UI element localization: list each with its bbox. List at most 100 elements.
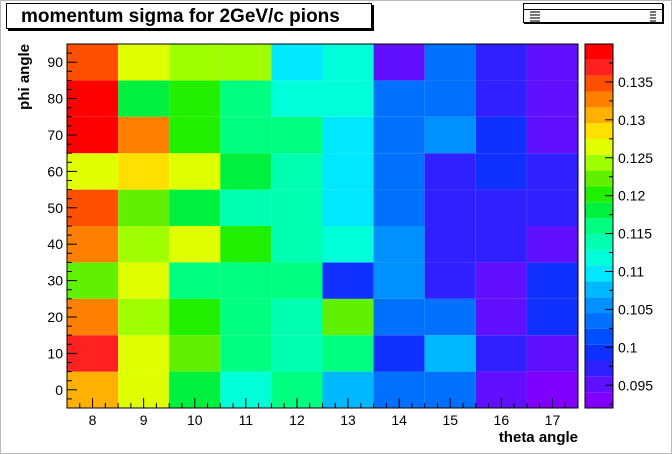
chart-title-box: momentum sigma for 2GeV/c pions xyxy=(6,3,372,29)
heatmap-cell xyxy=(322,262,374,299)
x-tick-label: 16 xyxy=(494,412,510,428)
colorbar-band xyxy=(585,376,613,393)
heatmap-cell xyxy=(322,226,374,263)
y-tick-label: 40 xyxy=(47,236,63,252)
heatmap-cell xyxy=(118,80,170,117)
heatmap-cell xyxy=(118,262,170,299)
colorbar-band xyxy=(585,218,613,234)
heatmap-cell xyxy=(322,189,374,226)
heatmap-cell xyxy=(271,298,323,336)
colorbar-band xyxy=(585,392,613,408)
heatmap-cell xyxy=(475,80,527,117)
x-axis-title: theta angle xyxy=(499,429,578,446)
heatmap-cell xyxy=(526,116,578,154)
x-tick-label: 10 xyxy=(187,412,203,428)
heatmap-cell xyxy=(271,262,323,299)
heatmap-cell xyxy=(475,44,527,81)
heatmap-cell xyxy=(169,335,221,372)
heatmap-cell xyxy=(271,116,323,154)
colorbar-band xyxy=(585,297,613,314)
colorbar-band xyxy=(585,328,613,345)
heatmap-cell xyxy=(526,44,578,81)
colorbar-tick-label: 0.13 xyxy=(618,112,645,128)
heatmap-cell xyxy=(220,298,272,336)
heatmap-cell xyxy=(526,189,578,226)
stats-row xyxy=(530,11,656,14)
y-tick-label: 10 xyxy=(47,345,63,361)
heatmap-cell xyxy=(220,116,272,154)
x-tick-label: 11 xyxy=(239,412,254,428)
heatmap-cell xyxy=(271,153,323,190)
colorbar-band xyxy=(585,107,613,124)
colorbar-tick-label: 0.12 xyxy=(618,188,645,204)
colorbar-band xyxy=(585,170,613,187)
x-tick-label: 15 xyxy=(442,412,458,428)
heatmap-cell xyxy=(118,189,170,226)
heatmap-cell xyxy=(220,262,272,299)
y-tick-label: 20 xyxy=(47,309,63,325)
heatmap-cell xyxy=(169,153,221,190)
heatmap-cell xyxy=(475,335,527,372)
heatmap-cell xyxy=(271,335,323,372)
heatmap-cell xyxy=(322,80,374,117)
heatmap-cell xyxy=(475,298,527,336)
y-tick-label: 90 xyxy=(47,54,63,70)
statistics-box xyxy=(523,3,663,23)
colorbar-band xyxy=(585,138,613,155)
colorbar-tick-label: 0.135 xyxy=(618,74,653,90)
heatmap-cell xyxy=(118,44,170,81)
heatmap-cell xyxy=(373,116,425,154)
heatmap-cell xyxy=(118,298,170,336)
heatmap-cell xyxy=(526,335,578,372)
heatmap-cell xyxy=(424,262,476,299)
heatmap-cell xyxy=(424,298,476,336)
x-tick-label: 13 xyxy=(340,412,356,428)
stats-row xyxy=(530,14,656,17)
heatmap-cell xyxy=(220,153,272,190)
heatmap-cell xyxy=(475,153,527,190)
colorbar: 0.095 0.1 0.105 0.11 0.115 0.12 0.125 0.13 0.135 xyxy=(584,43,653,409)
colorbar-band xyxy=(585,202,613,219)
y-tick-label: 0 xyxy=(55,382,63,398)
heatmap-cell xyxy=(424,335,476,372)
stats-header-divider xyxy=(524,9,662,10)
heatmap-cell xyxy=(322,44,374,81)
heatmap-cell xyxy=(169,262,221,299)
heatmap-cell xyxy=(271,44,323,81)
colorbar-band xyxy=(585,265,613,282)
heatmap-cell xyxy=(322,116,374,154)
heatmap-cell xyxy=(322,153,374,190)
heatmap-cell xyxy=(373,153,425,190)
heatmap-cell xyxy=(118,335,170,372)
heatmap-cell xyxy=(424,80,476,117)
heatmap-cell xyxy=(526,80,578,117)
heatmap-cell xyxy=(475,226,527,263)
x-axis-ticks: 8 9 10 11 12 13 14 15 16 17 xyxy=(66,398,579,428)
stats-row xyxy=(530,20,656,23)
y-tick-label: 70 xyxy=(47,127,63,143)
heatmap-cell xyxy=(475,116,527,154)
colorbar-band xyxy=(585,75,613,92)
heatmap-cell xyxy=(169,226,221,263)
colorbar-band xyxy=(585,281,613,298)
x-tick-label: 14 xyxy=(391,412,407,428)
heatmap-cell xyxy=(322,335,374,372)
colorbar-tick-label: 0.115 xyxy=(618,226,652,242)
heatmap-cell xyxy=(373,298,425,336)
colorbar-band xyxy=(585,154,613,171)
heatmap-cells xyxy=(67,44,578,408)
heatmap-cell xyxy=(169,44,221,81)
heatmap-cell xyxy=(424,116,476,154)
heatmap-cell xyxy=(373,262,425,299)
chart-title: momentum sigma for 2GeV/c pions xyxy=(21,6,340,27)
heatmap-cell xyxy=(118,226,170,263)
colorbar-tick-label: 0.11 xyxy=(618,264,644,280)
y-tick-label: 80 xyxy=(47,91,63,107)
x-tick-label: 9 xyxy=(140,412,148,428)
heatmap-cell xyxy=(373,80,425,117)
colorbar-band xyxy=(585,91,613,108)
heatmap-cell xyxy=(373,44,425,81)
heatmap-cell xyxy=(169,80,221,117)
heatmap-cell xyxy=(373,335,425,372)
heatmap-cell xyxy=(118,153,170,190)
